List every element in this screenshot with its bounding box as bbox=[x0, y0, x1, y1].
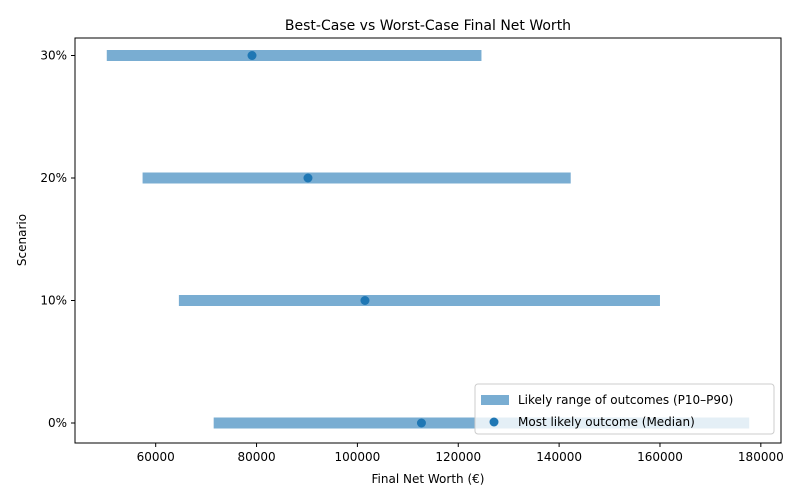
x-tick-label: 80000 bbox=[237, 450, 275, 464]
y-tick-label: 0% bbox=[48, 416, 67, 430]
x-tick-label: 140000 bbox=[536, 450, 582, 464]
x-axis-label: Final Net Worth (€) bbox=[372, 472, 485, 486]
y-tick-label: 10% bbox=[40, 294, 67, 308]
y-axis: 0% 10% 20% 30% bbox=[40, 49, 75, 430]
x-axis: 60000 80000 100000 120000 140000 160000 180000 bbox=[137, 443, 784, 464]
legend: Likely range of outcomes (P10–P90) Most … bbox=[474, 383, 775, 435]
legend-range-label: Likely range of outcomes (P10–P90) bbox=[518, 393, 733, 407]
axes-frame bbox=[74, 37, 782, 444]
median-marker bbox=[360, 296, 370, 305]
x-tick-label: 100000 bbox=[334, 450, 380, 464]
legend-range-swatch bbox=[481, 395, 509, 405]
x-tick-label: 60000 bbox=[137, 450, 175, 464]
legend-box bbox=[474, 383, 775, 435]
median-marker bbox=[247, 51, 257, 60]
x-tick-label: 120000 bbox=[435, 450, 481, 464]
y-tick-label: 20% bbox=[40, 171, 67, 185]
x-tick-label: 180000 bbox=[738, 450, 784, 464]
y-tick-label: 30% bbox=[40, 49, 67, 63]
legend-median-label: Most likely outcome (Median) bbox=[518, 415, 695, 429]
y-axis-label: Scenario bbox=[15, 214, 29, 266]
median-marker bbox=[416, 418, 426, 428]
median-marker bbox=[303, 173, 313, 183]
legend-median-marker bbox=[489, 417, 499, 427]
x-tick-label: 160000 bbox=[637, 450, 683, 464]
chart-title: Best-Case vs Worst-Case Final Net Worth bbox=[285, 18, 571, 34]
range-bar bbox=[106, 50, 482, 61]
plot-area bbox=[106, 50, 750, 429]
range-bar bbox=[178, 295, 660, 306]
range-bar bbox=[142, 172, 571, 184]
